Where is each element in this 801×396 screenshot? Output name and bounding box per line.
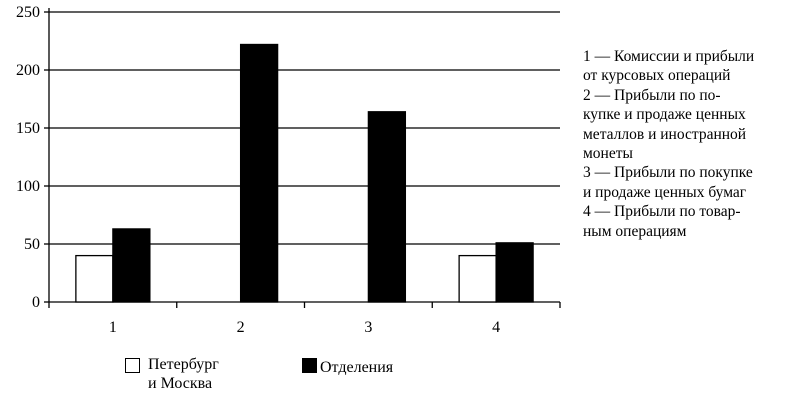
bar-branches-cat2 (239, 43, 279, 303)
bar-petersburg-moscow-cat1 (75, 254, 114, 303)
note-1: 1 — Комиссии и прибыли от курсовых опера… (583, 48, 755, 85)
x-tick-label-2: 2 (237, 319, 245, 336)
y-tick-label: 250 (16, 4, 40, 21)
x-tick-label-1: 1 (109, 319, 117, 336)
bar-branches-cat4 (495, 242, 534, 303)
y-tick-label: 0 (32, 294, 40, 311)
bar-petersburg-moscow-cat4 (458, 254, 497, 303)
x-tick-label-3: 3 (364, 319, 372, 336)
bar-branches-cat3 (367, 111, 407, 303)
bar-branches-cat1 (112, 228, 151, 303)
legend-label-branches: Отделения (320, 359, 394, 376)
note-3: 3 — Прибыли по покупке и продаже ценных … (583, 164, 753, 201)
category-notes: 1 — Комиссии и прибыли от курсовых опера… (583, 47, 798, 241)
legend-swatch-branches (302, 358, 317, 373)
note-4: 4 — Прибыли по товар- ным операциям (583, 203, 741, 240)
x-tick-label-4: 4 (492, 319, 500, 336)
legend-label-petersburg-moscow: Петербург и Москва (148, 356, 219, 392)
y-tick-label: 150 (16, 120, 40, 137)
note-2: 2 — Прибыли по по- купке и продаже ценны… (583, 86, 747, 163)
legend-swatch-petersburg-moscow (125, 358, 140, 373)
y-tick-label: 200 (16, 62, 40, 79)
y-tick-label: 100 (16, 178, 40, 195)
y-tick-label: 50 (24, 236, 40, 253)
